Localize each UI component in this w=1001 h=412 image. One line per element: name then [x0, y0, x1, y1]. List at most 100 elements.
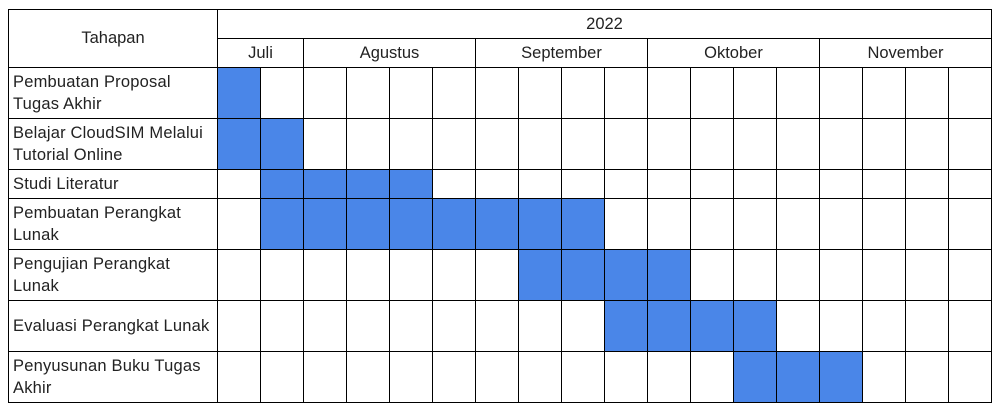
- month-header: Juli: [217, 38, 304, 68]
- week-cell: [905, 249, 949, 301]
- week-cell: [475, 300, 519, 352]
- gantt-bar-cell: [604, 300, 648, 352]
- week-cell: [862, 351, 906, 403]
- week-cell: [948, 249, 992, 301]
- gantt-bar-cell: [475, 198, 519, 250]
- week-cell: [389, 118, 433, 170]
- week-cell: [518, 351, 562, 403]
- gantt-bar-cell: [260, 169, 304, 199]
- task-name: Pembuatan Perangkat Lunak: [8, 198, 218, 250]
- year-header-row: Tahapan 2022: [8, 9, 992, 68]
- week-cell: [432, 67, 476, 119]
- week-cell: [303, 351, 347, 403]
- week-cell: [647, 351, 691, 403]
- week-cell: [948, 118, 992, 170]
- task-name: Belajar CloudSIM Melalui Tutorial Online: [8, 118, 218, 170]
- week-cell: [561, 351, 605, 403]
- week-cell: [561, 118, 605, 170]
- week-cell: [733, 198, 777, 250]
- year-header: 2022: [217, 9, 992, 39]
- week-cell: [948, 198, 992, 250]
- week-cell: [948, 351, 992, 403]
- task-name: Studi Literatur: [8, 169, 218, 199]
- week-cell: [733, 249, 777, 301]
- week-cell: [690, 67, 734, 119]
- week-cell: [217, 249, 261, 301]
- week-cell: [690, 118, 734, 170]
- task-rows: Pembuatan Proposal Tugas Akhir Belajar Cl…: [8, 67, 992, 403]
- week-cell: [948, 169, 992, 199]
- task-column-header: Tahapan: [8, 9, 218, 68]
- week-cell: [819, 198, 863, 250]
- task-row: Studi Literatur: [8, 169, 992, 199]
- week-cell: [776, 169, 820, 199]
- week-cell: [260, 351, 304, 403]
- week-cell: [862, 118, 906, 170]
- week-cell: [518, 169, 562, 199]
- week-cell: [475, 118, 519, 170]
- gantt-bar-cell: [647, 249, 691, 301]
- task-name: Pengujian Perangkat Lunak: [8, 249, 218, 301]
- week-cell: [303, 118, 347, 170]
- week-cell: [948, 300, 992, 352]
- task-name: Penyusunan Buku Tugas Akhir: [8, 351, 218, 403]
- gantt-bar-cell: [432, 198, 476, 250]
- task-row: Penyusunan Buku Tugas Akhir: [8, 351, 992, 403]
- week-cell: [475, 67, 519, 119]
- week-cell: [905, 67, 949, 119]
- gantt-bar-cell: [303, 169, 347, 199]
- week-cell: [776, 300, 820, 352]
- week-cell: [346, 67, 390, 119]
- week-cell: [303, 67, 347, 119]
- week-cell: [819, 249, 863, 301]
- week-cell: [561, 169, 605, 199]
- gantt-bar-cell: [776, 351, 820, 403]
- week-cell: [862, 198, 906, 250]
- week-cell: [647, 198, 691, 250]
- week-cell: [905, 300, 949, 352]
- week-cell: [561, 67, 605, 119]
- gantt-bar-cell: [303, 198, 347, 250]
- week-cell: [303, 249, 347, 301]
- week-cell: [862, 300, 906, 352]
- week-cell: [260, 67, 304, 119]
- week-cell: [432, 249, 476, 301]
- week-cell: [690, 198, 734, 250]
- week-cell: [604, 351, 648, 403]
- week-cell: [776, 118, 820, 170]
- week-cell: [647, 118, 691, 170]
- gantt-bar-cell: [561, 198, 605, 250]
- week-cell: [217, 351, 261, 403]
- week-cell: [346, 300, 390, 352]
- week-cell: [862, 67, 906, 119]
- week-cell: [776, 249, 820, 301]
- week-cell: [862, 249, 906, 301]
- week-cell: [690, 351, 734, 403]
- week-cell: [862, 169, 906, 199]
- week-cell: [733, 118, 777, 170]
- week-cell: [905, 169, 949, 199]
- task-row: Pembuatan Proposal Tugas Akhir: [8, 67, 992, 119]
- week-cell: [518, 300, 562, 352]
- week-cell: [346, 118, 390, 170]
- week-cell: [475, 169, 519, 199]
- gantt-bar-cell: [518, 198, 562, 250]
- gantt-bar-cell: [733, 300, 777, 352]
- gantt-bar-cell: [346, 198, 390, 250]
- week-cell: [819, 169, 863, 199]
- week-cell: [475, 351, 519, 403]
- gantt-schedule-table: Tahapan 2022 Juli Agustus September Oktober…: [8, 9, 992, 403]
- gantt-bar-cell: [561, 249, 605, 301]
- week-cell: [432, 169, 476, 199]
- week-cell: [819, 67, 863, 119]
- gantt-bar-cell: [733, 351, 777, 403]
- gantt-bar-cell: [260, 118, 304, 170]
- week-cell: [776, 198, 820, 250]
- week-cell: [733, 169, 777, 199]
- month-header: Oktober: [647, 38, 820, 68]
- week-cell: [561, 300, 605, 352]
- week-cell: [389, 67, 433, 119]
- week-cell: [389, 249, 433, 301]
- task-row: Pengujian Perangkat Lunak: [8, 249, 992, 301]
- month-header: Agustus: [303, 38, 476, 68]
